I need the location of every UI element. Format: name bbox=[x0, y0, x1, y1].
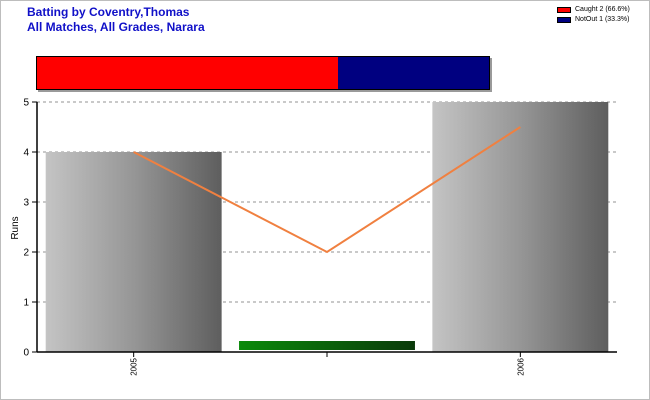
axis-layer: 0 1 2 3 4 5 2005 2006 bbox=[23, 98, 617, 376]
x-tick-label-2005: 2005 bbox=[130, 357, 139, 375]
legend-label-notout: NotOut 1 (33.3%) bbox=[575, 16, 630, 23]
runs-trend-line bbox=[133, 126, 521, 254]
line-layer bbox=[133, 126, 521, 254]
chart-title: Batting by Coventry,Thomas All Matches, … bbox=[27, 5, 205, 35]
title-line-2: All Matches, All Grades, Narara bbox=[27, 20, 205, 34]
dismissal-segment-caught bbox=[37, 57, 339, 89]
bar-2006 bbox=[432, 102, 609, 352]
legend-swatch-caught bbox=[557, 7, 571, 13]
y-tick-label-4: 4 bbox=[23, 148, 29, 159]
dismissal-segment-notout bbox=[338, 57, 489, 89]
bar-2005 bbox=[45, 152, 222, 352]
dismissal-stacked-bar bbox=[36, 56, 490, 90]
y-tick-label-1: 1 bbox=[23, 298, 29, 309]
y-tick-label-2: 2 bbox=[23, 248, 29, 259]
legend-label-caught: Caught 2 (66.6%) bbox=[575, 6, 630, 13]
legend: Caught 2 (66.6%) NotOut 1 (33.3%) bbox=[557, 5, 630, 25]
bar-1 bbox=[239, 341, 415, 350]
title-line-1: Batting by Coventry,Thomas bbox=[27, 5, 190, 19]
legend-item-notout: NotOut 1 (33.3%) bbox=[557, 15, 630, 25]
bar-layer bbox=[45, 102, 609, 352]
legend-swatch-notout bbox=[557, 17, 571, 23]
y-axis-label: Runs bbox=[10, 216, 21, 239]
legend-item-caught: Caught 2 (66.6%) bbox=[557, 5, 630, 15]
y-tick-label-0: 0 bbox=[23, 348, 29, 359]
y-tick-label-5: 5 bbox=[23, 98, 29, 109]
y-tick-label-3: 3 bbox=[23, 198, 29, 209]
x-tick-label-2006: 2006 bbox=[516, 357, 525, 375]
